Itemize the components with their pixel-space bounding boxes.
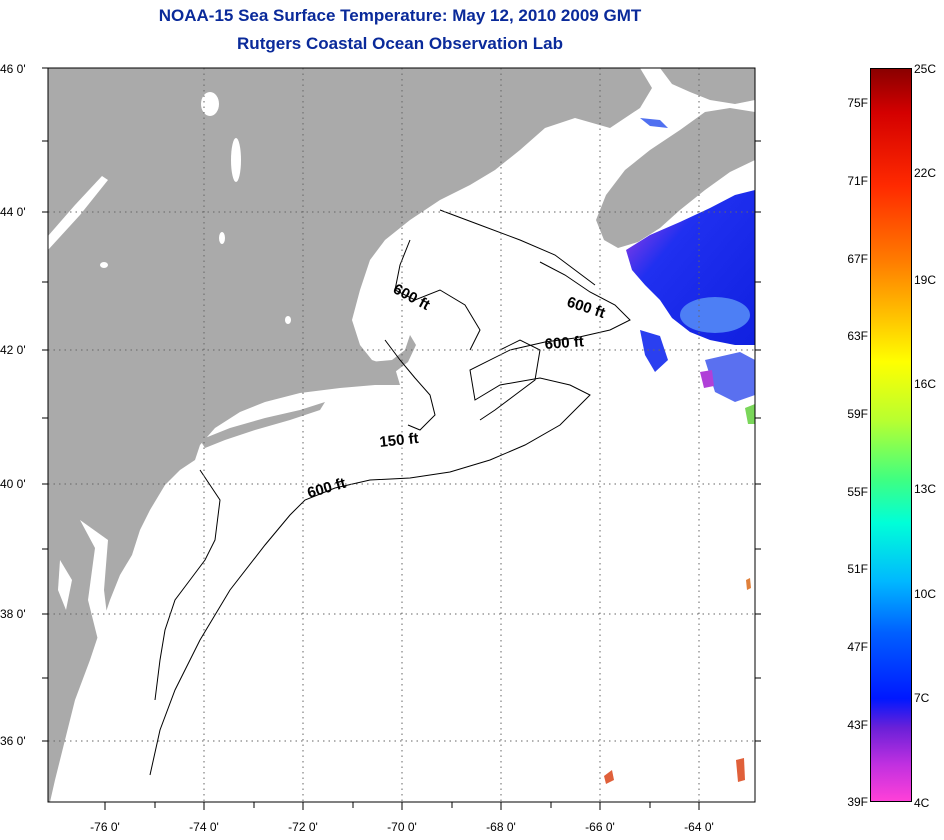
colorbar-f-label: 75F [847,96,868,110]
isobath-label: 150 ft [379,430,420,451]
colorbar-f-label: 55F [847,485,868,499]
inland-water [48,92,291,700]
axis-ticks [42,67,761,810]
colorbar-c-label: 13C [914,482,937,496]
colorbar-c-label: 10C [914,587,937,601]
colorbar-f-label: 47F [847,640,868,654]
colorbar-c-label: 4C [914,796,930,810]
colorbar-f-label: 51F [847,562,868,576]
colorbar-f-label: 63F [847,329,868,343]
grid-lines [48,68,755,802]
lon-label: -72 0' [288,820,318,834]
lat-label: 38 0' [0,607,26,621]
land-mainland [48,68,652,802]
lat-label: 46 0' [0,62,26,76]
colorbar-c-label: 7C [914,691,930,705]
lat-label: 40 0' [0,477,26,491]
lat-label: 42 0' [0,343,26,357]
lon-label: -66 0' [585,820,615,834]
sst-data-patch [604,118,755,784]
colorbar-f-label: 43F [847,718,868,732]
lat-label: 44 0' [0,205,26,219]
isobath-label: 600 ft [544,333,584,353]
colorbar-c-label: 16C [914,377,937,391]
colorbar-c-label: 22C [914,166,937,180]
colorbar-f-label: 39F [847,795,868,809]
lon-label: -68 0' [486,820,516,834]
lon-label: -64 0' [684,820,714,834]
map-title: NOAA-15 Sea Surface Temperature: May 12,… [158,6,642,25]
colorbar-f-label: 67F [847,252,868,266]
map-subtitle: Rutgers Coastal Ocean Observation Lab [237,34,563,53]
colorbar-f-label: 59F [847,407,868,421]
land-cape-breton [660,68,755,104]
land-nova-scotia [596,108,755,248]
colorbar-c-label: 19C [914,273,937,287]
colorbar-f-label: 71F [847,174,868,188]
isobath-contours [149,209,631,776]
land-cape-cod [370,335,416,372]
lon-label: -76 0' [90,820,120,834]
land-long-island [200,402,325,448]
colorbar-c-label: 25C [914,62,937,76]
lat-label: 36 0' [0,734,26,748]
temperature-colorbar [870,68,912,802]
lon-label: -74 0' [189,820,219,834]
lon-label: -70 0' [387,820,417,834]
